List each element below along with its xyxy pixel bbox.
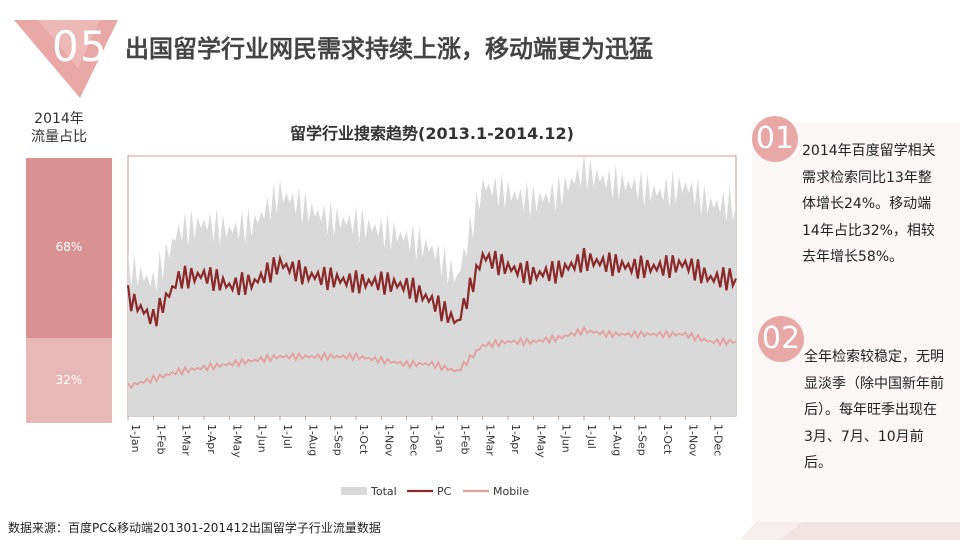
x-tick-label: 1-Jul bbox=[585, 424, 598, 449]
x-tick-label: 1-Oct bbox=[357, 424, 370, 455]
x-tick-label: 1-May bbox=[230, 424, 243, 458]
legend-label-mobile: Mobile bbox=[493, 485, 529, 498]
x-tick-label: 1-Dec bbox=[408, 424, 421, 456]
x-tick-label: 1-Jan bbox=[433, 424, 446, 453]
x-tick-label: 1-Sep bbox=[332, 424, 345, 456]
x-tick-label: 1-Dec bbox=[712, 424, 725, 456]
legend-swatch-total bbox=[341, 487, 367, 495]
note-text-2: 全年检索较稳定，无明显淡季（除中国新年前后）。每年旺季出现在3月、7月、10月前… bbox=[804, 344, 944, 477]
x-tick-label: 1-Nov bbox=[686, 424, 699, 457]
x-tick-label: 1-Apr bbox=[509, 424, 522, 454]
x-tick-label: 1-Oct bbox=[661, 424, 674, 455]
x-tick-label: 1-Feb bbox=[154, 424, 167, 454]
note-number-1: 01 bbox=[752, 116, 798, 162]
x-tick-label: 1-Apr bbox=[205, 424, 218, 454]
x-tick-label: 1-Mar bbox=[484, 424, 497, 456]
x-tick-label: 1-Jun bbox=[560, 424, 573, 453]
note-text-1: 2014年百度留学相关需求检索同比13年整体增长24%。移动端14年占比32%，… bbox=[802, 138, 942, 271]
legend-label-pc: PC bbox=[437, 485, 452, 498]
x-tick-label: 1-Jul bbox=[281, 424, 294, 449]
x-tick-label: 1-Sep bbox=[636, 424, 649, 456]
x-tick-label: 1-May bbox=[534, 424, 547, 458]
legend-label-total: Total bbox=[370, 485, 397, 498]
x-tick-label: 1-Mar bbox=[180, 424, 193, 456]
x-tick-label: 1-Jun bbox=[256, 424, 269, 453]
x-tick-label: 1-Aug bbox=[610, 424, 623, 456]
note-number-2: 02 bbox=[758, 316, 804, 362]
x-tick-label: 1-Aug bbox=[306, 424, 319, 456]
data-source: 数据来源：百度PC&移动端201301-201412出国留学子行业流量数据 bbox=[8, 519, 381, 536]
x-tick-label: 1-Nov bbox=[382, 424, 395, 457]
x-tick-label: 1-Feb bbox=[458, 424, 471, 454]
x-tick-label: 1-Jan bbox=[129, 424, 142, 453]
